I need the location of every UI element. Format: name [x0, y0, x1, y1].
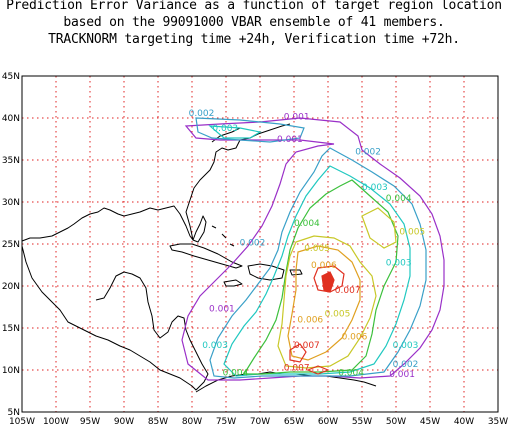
x-tick-label: 60W — [318, 417, 338, 427]
coast-hispaniola — [247, 263, 285, 281]
contour-label: 0.004 — [294, 219, 320, 229]
contour-label: 0.006 — [297, 316, 323, 326]
coast-cuba — [169, 243, 243, 269]
contour-max-fill — [321, 271, 335, 293]
contour-0002 — [195, 117, 427, 379]
contour-labels: 0.0010.0010.0010.0010.0020.0020.0020.002… — [189, 109, 426, 380]
x-tick-label: 70W — [250, 417, 270, 427]
x-tick-label: 90W — [114, 417, 134, 427]
contour-label: 0.007 — [284, 363, 310, 373]
x-tick-label: 50W — [386, 417, 406, 427]
axis-ticks: 105W 100W 95W 90W 85W 80W 75W 70W 65W 60W 55W 50W 45… — [2, 72, 508, 427]
x-tick-label: 40W — [454, 417, 474, 427]
x-tick-label: 100W — [43, 417, 69, 427]
contour-0007 — [289, 265, 345, 375]
y-tick-label: 25N — [2, 240, 20, 250]
contour-label: 0.001 — [389, 370, 415, 380]
contour-label: 0.005 — [304, 244, 330, 254]
x-tick-label: 105W — [9, 417, 35, 427]
title-line-2: based on the 99091000 VBAR ensemble of 4… — [63, 15, 445, 30]
x-tick-label: 45W — [420, 417, 440, 427]
contour-label: 0.002 — [355, 148, 381, 158]
contour-label: 0.003 — [212, 124, 238, 134]
coast-northeast — [211, 127, 241, 143]
contour-label: 0.003 — [362, 183, 388, 193]
contour-label: 0.003 — [202, 341, 228, 351]
coast-bahamas — [211, 225, 235, 247]
contour-label: 0.003 — [386, 258, 412, 268]
contour-label: 0.001 — [284, 112, 310, 122]
contour-label: 0.004 — [223, 369, 249, 379]
contour-label: 0.007 — [294, 341, 320, 351]
contour-label: 0.002 — [189, 109, 215, 119]
contour-label: 0.007 — [335, 286, 361, 296]
contour-label: 0.001 — [277, 135, 303, 145]
coast-puerto-rico — [289, 269, 303, 276]
y-tick-label: 10N — [2, 366, 20, 376]
x-tick-label: 35W — [488, 417, 508, 427]
contour-label: 0.004 — [338, 369, 364, 379]
y-tick-label: 30N — [2, 198, 20, 208]
x-tick-label: 75W — [216, 417, 236, 427]
contour-label: 0.001 — [209, 305, 235, 315]
contour-label: 0.006 — [311, 261, 337, 271]
y-tick-label: 35N — [2, 156, 20, 166]
y-tick-label: 45N — [2, 72, 20, 82]
contour-label: 0.002 — [393, 360, 419, 370]
coastlines — [21, 123, 377, 393]
contour-0001 — [181, 117, 445, 381]
coast-north-america — [21, 123, 291, 242]
contour-0004 — [242, 179, 399, 375]
y-tick-label: 5N — [8, 408, 20, 418]
x-tick-label: 85W — [148, 417, 168, 427]
contour-label: 0.003 — [393, 341, 419, 351]
coast-jamaica — [223, 279, 243, 287]
x-tick-label: 95W — [80, 417, 100, 427]
coast-florida — [192, 215, 207, 243]
x-tick-label: 55W — [352, 417, 372, 427]
title-line-1: Prediction Error Variance as a function … — [6, 0, 502, 13]
contour-0003 — [208, 125, 411, 377]
contour-lines — [181, 117, 445, 381]
contour-0005 — [277, 207, 397, 369]
x-tick-label: 65W — [284, 417, 304, 427]
coast-central-america — [21, 245, 209, 391]
x-tick-label: 80W — [182, 417, 202, 427]
contour-label: 0.005 — [399, 227, 425, 237]
contour-label: 0.002 — [240, 238, 266, 248]
y-tick-label: 15N — [2, 324, 20, 334]
y-tick-label: 20N — [2, 282, 20, 292]
title-line-3: TRACKNORM targeting time +24h, Verificat… — [48, 32, 460, 47]
contour-0006 — [287, 245, 361, 361]
contour-label: 0.006 — [342, 332, 368, 342]
contour-label: 0.005 — [325, 310, 351, 320]
y-tick-label: 40N — [2, 114, 20, 124]
contour-label: 0.004 — [386, 194, 412, 204]
plot-frame — [21, 75, 499, 413]
